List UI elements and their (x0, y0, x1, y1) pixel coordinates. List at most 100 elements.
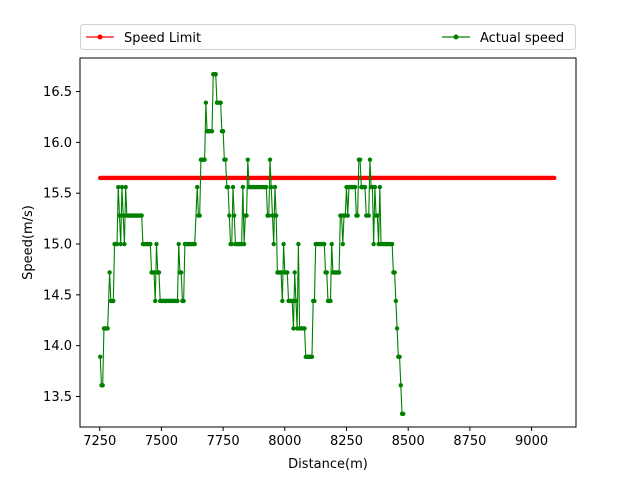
data-point-actual-speed (105, 326, 110, 331)
data-point-actual-speed (175, 298, 180, 304)
data-point-actual-speed (291, 326, 296, 331)
data-point-actual-speed (281, 241, 286, 247)
x-tick-label: 8000 (268, 434, 301, 449)
legend-actual-speed-label: Actual speed (480, 31, 564, 46)
data-point-actual-speed (114, 241, 120, 247)
data-point-actual-speed (241, 241, 247, 247)
data-point-actual-speed (292, 270, 297, 275)
data-point-actual-speed (278, 270, 284, 275)
legend-actual-speed-marker (453, 34, 459, 40)
data-point-actual-speed (197, 213, 202, 218)
data-point-actual-speed (220, 128, 226, 134)
data-point-actual-speed (223, 157, 228, 162)
legend-entry-actual-speed: Actual speed (442, 31, 564, 46)
data-point-actual-speed (122, 241, 127, 247)
data-point-actual-speed (366, 213, 371, 218)
series-layer (98, 72, 557, 416)
data-point-actual-speed (362, 184, 368, 190)
data-point-actual-speed (280, 298, 285, 304)
data-point-actual-speed (272, 184, 278, 190)
y-tick-label: 16.0 (43, 136, 72, 151)
data-point-actual-speed (270, 213, 275, 218)
data-point-actual-speed (269, 184, 274, 190)
data-point-actual-speed (328, 298, 333, 304)
data-point-actual-speed (273, 213, 279, 218)
x-axis: 7250 7500 7750 8000 8250 8500 8750 9000 (83, 427, 548, 449)
y-tick-label: 14.0 (43, 339, 72, 354)
x-tick-label: 8500 (392, 434, 425, 449)
data-point-actual-speed (393, 298, 399, 304)
data-point-actual-speed (225, 184, 231, 190)
data-point-actual-speed (154, 241, 159, 247)
data-point-actual-speed (119, 184, 125, 190)
series-actual-speed (98, 72, 406, 416)
y-tick-label: 16.5 (43, 85, 72, 100)
data-point-actual-speed (394, 326, 400, 331)
data-point-actual-speed (117, 213, 122, 218)
data-point-actual-speed (118, 241, 123, 247)
data-point-actual-speed (100, 383, 105, 388)
data-point-actual-speed (345, 213, 350, 218)
y-axis-label: Speed(m/s) (21, 205, 36, 280)
data-point-actual-speed (302, 326, 307, 331)
data-point-actual-speed (227, 213, 232, 218)
data-point-actual-speed (377, 184, 383, 190)
y-tick-label: 15.5 (43, 187, 72, 202)
data-point-actual-speed (375, 213, 380, 218)
data-point-actual-speed (218, 100, 223, 105)
data-point-actual-speed (156, 270, 162, 275)
data-point-actual-speed (355, 213, 360, 218)
data-point-actual-speed (139, 213, 144, 218)
data-point-actual-speed (322, 241, 327, 247)
x-tick-label: 8250 (330, 434, 363, 449)
data-point-actual-speed (290, 298, 295, 304)
data-point-actual-speed (176, 241, 181, 247)
data-point-speed-limit (552, 175, 557, 181)
data-point-actual-speed (285, 270, 290, 275)
y-tick-label: 14.5 (43, 288, 72, 303)
data-point-actual-speed (340, 241, 346, 247)
data-point-actual-speed (107, 270, 112, 275)
data-point-actual-speed (116, 184, 121, 190)
data-point-actual-speed (151, 270, 157, 275)
data-point-actual-speed (230, 184, 236, 190)
data-point-actual-speed (336, 270, 342, 275)
data-point-actual-speed (213, 72, 218, 77)
data-point-actual-speed (352, 184, 358, 190)
data-point-actual-speed (371, 241, 376, 247)
data-point-actual-speed (309, 354, 315, 360)
y-axis: 13.5 14.0 14.5 15.0 15.5 16.0 16.5 (43, 85, 80, 405)
data-point-actual-speed (296, 241, 301, 247)
data-point-actual-speed (267, 157, 273, 162)
data-point-actual-speed (312, 298, 317, 304)
x-axis-label: Distance(m) (288, 457, 368, 472)
data-point-actual-speed (293, 298, 299, 304)
data-point-actual-speed (202, 157, 207, 162)
plot-frame (79, 57, 577, 428)
y-tick-label: 15.0 (43, 238, 72, 253)
legend-entry-speed-limit: Speed Limit (86, 31, 201, 46)
data-point-actual-speed (357, 157, 363, 162)
data-point-actual-speed (367, 157, 373, 162)
data-point-actual-speed (244, 213, 249, 218)
data-point-actual-speed (240, 184, 246, 190)
data-point-actual-speed (329, 241, 334, 247)
data-point-actual-speed (209, 128, 215, 134)
legend: Speed Limit Actual speed (80, 24, 576, 50)
data-point-actual-speed (245, 157, 250, 162)
data-point-actual-speed (271, 241, 276, 247)
data-point-actual-speed (192, 241, 197, 247)
data-point-actual-speed (153, 298, 158, 304)
data-point-actual-speed (111, 298, 116, 304)
series-speed-limit (98, 175, 557, 181)
x-tick-label: 8750 (453, 434, 486, 449)
data-point-actual-speed (123, 184, 128, 190)
data-point-actual-speed (178, 270, 184, 275)
data-point-actual-speed (181, 298, 186, 304)
legend-frame (80, 24, 576, 50)
y-tick-label: 13.5 (43, 390, 72, 405)
data-point-actual-speed (148, 241, 153, 247)
data-point-actual-speed (372, 184, 378, 190)
data-point-actual-speed (120, 213, 126, 218)
